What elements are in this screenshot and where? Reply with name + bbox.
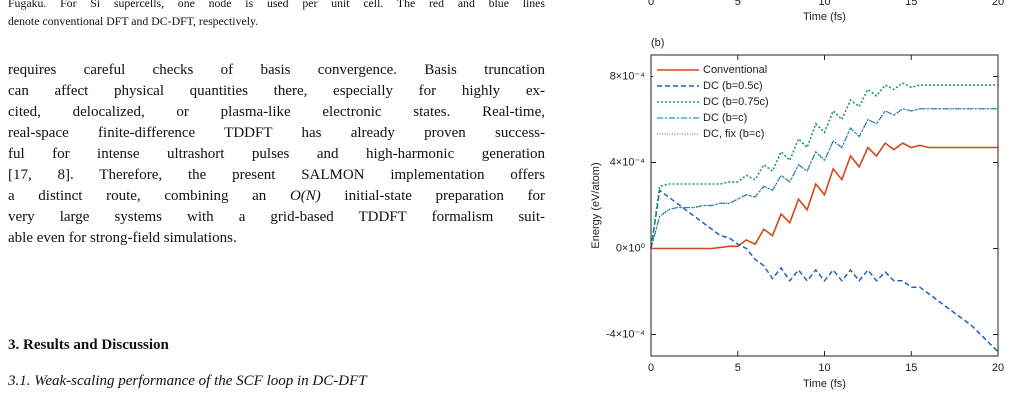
series-line xyxy=(651,141,998,250)
caption-line: Fugaku. For Si supercells, one node is u… xyxy=(8,0,545,10)
x-axis-label: Time (fs) xyxy=(803,11,846,23)
legend-label: DC, fix (b=c) xyxy=(703,128,764,140)
x-axis-label: Time (fs) xyxy=(803,378,846,390)
legend-label: DC (b=0.75c) xyxy=(703,96,769,108)
text-run: O(N) xyxy=(289,188,321,204)
legend-label: DC (b=0.5c) xyxy=(703,80,763,92)
text-run: initial-state preparation for xyxy=(320,188,545,204)
caption-line: denote conventional DFT and DC-DFT, resp… xyxy=(8,14,259,28)
paragraph-line: requires careful checks of basis converg… xyxy=(8,62,545,78)
legend-box xyxy=(653,60,789,142)
subsection-heading: 3.1. Weak-scaling performance of the SCF… xyxy=(8,373,367,389)
y-tick-label: -4×10⁻⁴ xyxy=(606,328,645,340)
x-tick-label: 10 xyxy=(818,0,830,8)
paragraph-line: cited, delocalized, or plasma-like elect… xyxy=(8,104,545,120)
series-line xyxy=(650,108,998,249)
plot-frame xyxy=(650,54,999,357)
panel-label: (b) xyxy=(651,37,664,49)
y-tick-label: 8×10⁻⁴ xyxy=(610,70,646,82)
paragraph-line: [17, 8]. Therefore, the present SALMON i… xyxy=(8,167,545,183)
series-line xyxy=(650,82,998,249)
paragraph-line: ful for intense ultrashort pulses and hi… xyxy=(8,146,545,162)
paragraph-line: can affect physical quantities there, es… xyxy=(8,83,545,99)
paragraph-line: very large systems with a grid-based TDD… xyxy=(8,209,545,225)
x-tick-label: 0 xyxy=(648,0,654,8)
legend-label: DC (b=c) xyxy=(703,112,747,124)
legend-label: Conventional xyxy=(703,64,767,76)
x-tick-label: 5 xyxy=(735,362,741,374)
y-tick-label: 0×10⁰ xyxy=(616,242,646,254)
section-heading: 3. Results and Discussion xyxy=(8,337,169,353)
x-tick-label: 10 xyxy=(818,362,830,374)
paragraph-line: real-space finite-difference TDDFT has a… xyxy=(8,125,545,141)
text-run: a distinct route, combining an xyxy=(8,188,290,204)
x-tick-label: 20 xyxy=(992,362,1004,374)
x-tick-label: 20 xyxy=(992,0,1004,8)
y-tick-label: 4×10⁻⁴ xyxy=(610,156,646,168)
x-tick-label: 0 xyxy=(648,362,654,374)
paragraph-line: able even for strong-field simulations. xyxy=(8,230,237,246)
series-line xyxy=(650,189,999,353)
paragraph-line: a distinct route, combining an O(N) init… xyxy=(8,187,545,205)
x-tick-label: 15 xyxy=(905,362,917,374)
x-tick-label: 15 xyxy=(905,0,917,8)
x-tick-label: 5 xyxy=(735,0,741,8)
y-axis-label: Energy (eV/atom) xyxy=(590,162,602,248)
